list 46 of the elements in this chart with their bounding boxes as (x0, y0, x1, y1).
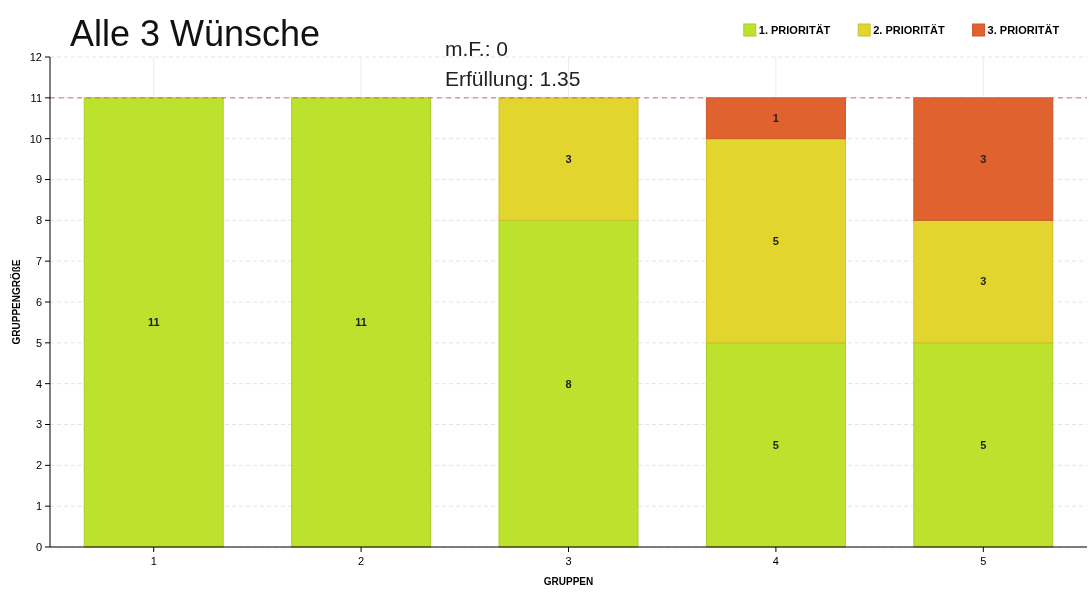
y-tick-label: 1 (35, 500, 42, 513)
data-label: 3 (980, 275, 987, 288)
bar (498, 97, 639, 221)
y-tick-label: 12 (29, 50, 42, 63)
bar (705, 138, 846, 344)
annotation: m.F.: 0 (445, 37, 509, 60)
bar (83, 97, 224, 548)
y-tick-label: 4 (35, 377, 42, 390)
y-tick-label: 11 (30, 91, 42, 104)
data-label: 5 (980, 438, 987, 451)
legend-label: 1. PRIORITÄT (758, 24, 831, 36)
bar (913, 219, 1054, 344)
x-tick-label: 2 (358, 555, 365, 567)
data-label: 11 (355, 316, 367, 329)
data-label: 3 (980, 152, 987, 165)
data-label: 3 (565, 152, 572, 165)
x-tick-label: 4 (772, 555, 779, 567)
y-tick-label: 3 (35, 418, 42, 431)
x-axis-title: GRUPPEN (543, 576, 594, 587)
bar (291, 97, 432, 548)
y-tick-label: 5 (35, 336, 42, 349)
legend-label: 3. PRIORITÄT (987, 24, 1060, 36)
bar (705, 97, 846, 140)
y-tick-label: 6 (35, 295, 42, 308)
data-label: 8 (565, 377, 572, 390)
bar (913, 97, 1054, 221)
x-tick-label: 3 (565, 555, 572, 567)
y-tick-label: 9 (35, 173, 42, 186)
y-tick-label: 10 (29, 132, 42, 145)
data-label: 5 (772, 438, 779, 451)
legend-label: 2. PRIORITÄT (873, 24, 945, 36)
y-tick-label: 0 (35, 540, 42, 553)
x-tick-label: 1 (150, 555, 157, 567)
y-axis-title: GRUPPENGRÖßE (10, 259, 22, 345)
annotation: Erfüllung: 1.35 (445, 67, 581, 90)
bar (705, 342, 846, 548)
x-tick-label: 5 (980, 555, 987, 567)
data-label: 5 (772, 234, 779, 247)
y-tick-label: 2 (35, 459, 42, 472)
bar (498, 219, 639, 548)
bar (913, 342, 1054, 548)
y-tick-label: 7 (35, 255, 42, 268)
y-tick-label: 8 (35, 214, 42, 227)
data-label: 1 (772, 112, 779, 125)
chart-title: Alle 3 Wünsche (70, 13, 321, 54)
data-label: 11 (147, 316, 160, 329)
